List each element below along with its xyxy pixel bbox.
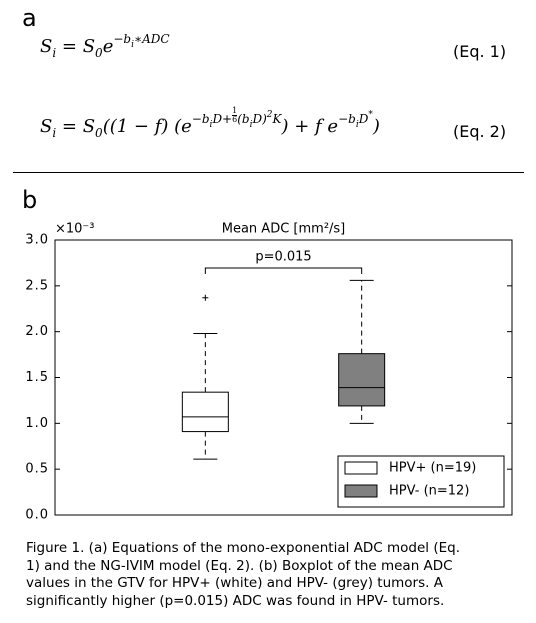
- chart: Mean ADC [mm²/s] ×10⁻³ 0.0 0.5 1.0 1.5 2.0 2.5 3…: [25, 222, 513, 523]
- equation-part: 0: [95, 46, 103, 60]
- legend-label: HPV+ (n=19): [389, 461, 476, 476]
- equation-part: 2: [266, 110, 273, 120]
- equation-part: e: [102, 36, 114, 57]
- legend-label: HPV- (n=12): [389, 484, 469, 499]
- y-tick-label: 0.0: [25, 508, 49, 523]
- y-tick-label: 1.5: [25, 370, 49, 385]
- significance-bracket: [204, 267, 363, 274]
- offset-text: ×10⁻³: [55, 222, 95, 237]
- equation-part: i: [131, 40, 134, 50]
- legend-swatch: [344, 461, 378, 475]
- caption-line: 1) and the NG-IVIM model (Eq. 2). (b) Bo…: [26, 557, 453, 574]
- caption-line: values in the GTV for HPV+ (white) and H…: [26, 575, 443, 591]
- equation-part: −b: [338, 112, 356, 126]
- equation-part: (b: [237, 112, 250, 126]
- equation-part: = S: [56, 116, 96, 137]
- numerator: 1: [232, 105, 238, 116]
- equation-part: ): [372, 116, 380, 137]
- equation: Si = S0((1 − f) (e−biD+ 1 6 (biD)2K) + f e−…: [40, 106, 380, 140]
- equation-part: ((1 − f) (e: [102, 116, 192, 137]
- y-tick-label: 0.5: [25, 462, 49, 477]
- caption-line: significantly higher (p=0.015) ADC was f…: [26, 592, 445, 609]
- equation-part: S: [40, 116, 53, 137]
- equation-part: D: [358, 112, 369, 126]
- outlier: [202, 294, 209, 301]
- equation-part: ) + f e: [281, 116, 339, 137]
- chart-title: Mean ADC [mm²/s]: [222, 222, 346, 237]
- equation-part: i: [209, 120, 213, 130]
- equation-part: i: [52, 126, 57, 140]
- y-tick-label: 3.0: [25, 233, 49, 248]
- divider: [13, 172, 524, 173]
- equation-part: −b: [191, 112, 210, 126]
- legend-swatch: [344, 484, 378, 498]
- box: [338, 353, 386, 407]
- equation-part: ∗ADC: [133, 32, 170, 46]
- box: [181, 391, 229, 433]
- equation-part: −b: [113, 32, 132, 46]
- annotation: p=0.015: [255, 250, 311, 265]
- equation-part: S: [40, 36, 53, 57]
- equation-number: (Eq. 2): [453, 122, 507, 141]
- equation-part: D+: [212, 112, 233, 126]
- panel-label: b: [22, 186, 38, 214]
- denominator: 6: [232, 114, 238, 124]
- equation: Si = S0e−bi∗ADC: [40, 32, 170, 60]
- equation-part: K: [272, 112, 282, 126]
- caption-line: Figure 1. (a) Equations of the mono-expo…: [26, 540, 460, 556]
- y-tick-label: 2.5: [25, 278, 49, 293]
- caption: Figure 1. (a) Equations of the mono-expo…: [26, 540, 460, 610]
- panel-label: a: [22, 4, 37, 32]
- y-tick-label: 2.0: [25, 324, 49, 339]
- equation-part: *: [368, 110, 373, 120]
- y-tick-label: 1.0: [25, 416, 49, 431]
- equation-number: (Eq. 1): [453, 42, 507, 61]
- equation-part: D): [252, 112, 267, 126]
- equation-part: i: [52, 46, 57, 60]
- equation-part: 0: [95, 126, 103, 140]
- equation-part: = S: [56, 36, 96, 57]
- equation-part: i: [249, 120, 253, 130]
- equation-part: i: [355, 120, 359, 130]
